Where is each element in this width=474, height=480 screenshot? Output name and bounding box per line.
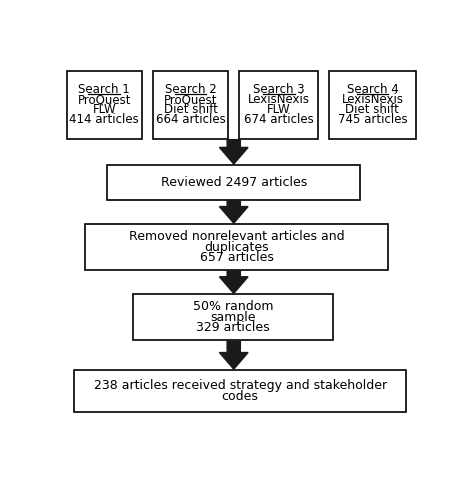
Text: 238 articles received strategy and stakeholder: 238 articles received strategy and stake… — [93, 380, 387, 393]
Polygon shape — [219, 201, 248, 223]
Text: 674 articles: 674 articles — [244, 113, 314, 126]
Bar — [74, 370, 406, 412]
Text: ProQuest: ProQuest — [164, 93, 217, 106]
Text: FLW: FLW — [267, 103, 291, 116]
Text: 329 articles: 329 articles — [196, 321, 270, 334]
Text: codes: codes — [222, 390, 259, 403]
Polygon shape — [219, 140, 248, 164]
Text: sample: sample — [210, 311, 255, 324]
Text: Reviewed 2497 articles: Reviewed 2497 articles — [161, 176, 307, 189]
Text: 50% random: 50% random — [192, 300, 273, 313]
Text: LexisNexis: LexisNexis — [248, 93, 310, 106]
Polygon shape — [219, 271, 248, 293]
Text: Search 3: Search 3 — [253, 84, 305, 96]
Text: Search 4: Search 4 — [346, 84, 398, 96]
Text: 657 articles: 657 articles — [200, 251, 273, 264]
Text: ProQuest: ProQuest — [78, 93, 131, 106]
Text: 414 articles: 414 articles — [69, 113, 139, 126]
Text: FLW: FLW — [92, 103, 116, 116]
Text: duplicates: duplicates — [204, 240, 269, 253]
Text: Removed nonrelevant articles and: Removed nonrelevant articles and — [128, 230, 344, 243]
Bar — [66, 71, 142, 139]
Text: Diet shift: Diet shift — [164, 103, 218, 116]
Bar — [239, 71, 318, 139]
Bar — [133, 294, 333, 340]
Text: Diet shift: Diet shift — [346, 103, 400, 116]
Text: Search 2: Search 2 — [164, 84, 217, 96]
Text: Search 1: Search 1 — [78, 84, 130, 96]
Bar — [85, 224, 388, 270]
Text: LexisNexis: LexisNexis — [341, 93, 403, 106]
Text: 745 articles: 745 articles — [337, 113, 407, 126]
Bar — [153, 71, 228, 139]
Polygon shape — [219, 341, 248, 369]
Bar — [107, 165, 360, 200]
Text: 664 articles: 664 articles — [155, 113, 226, 126]
Bar — [329, 71, 416, 139]
